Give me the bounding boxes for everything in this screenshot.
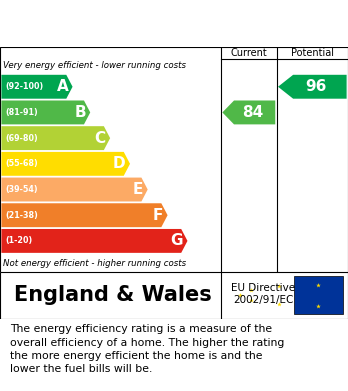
Text: (1-20): (1-20) [5, 237, 32, 246]
Polygon shape [278, 75, 347, 99]
Polygon shape [1, 126, 110, 150]
Polygon shape [1, 100, 90, 124]
Text: Current: Current [230, 48, 267, 58]
Text: (69-80): (69-80) [5, 134, 38, 143]
Polygon shape [1, 229, 188, 253]
Text: England & Wales: England & Wales [14, 285, 212, 305]
Text: Potential: Potential [291, 48, 334, 58]
Bar [294, 276, 343, 314]
Text: 96: 96 [305, 79, 326, 94]
Text: 84: 84 [242, 105, 263, 120]
Text: G: G [171, 233, 183, 248]
Text: B: B [74, 105, 86, 120]
Polygon shape [1, 152, 130, 176]
Polygon shape [1, 75, 72, 99]
Text: F: F [153, 208, 163, 223]
Text: C: C [95, 131, 106, 145]
Polygon shape [1, 178, 148, 201]
Text: (92-100): (92-100) [5, 82, 44, 91]
Polygon shape [1, 203, 168, 227]
Text: (55-68): (55-68) [5, 159, 38, 169]
Polygon shape [222, 100, 275, 124]
Text: E: E [133, 182, 143, 197]
Text: Very energy efficient - lower running costs: Very energy efficient - lower running co… [3, 61, 187, 70]
Text: (39-54): (39-54) [5, 185, 38, 194]
Text: Not energy efficient - higher running costs: Not energy efficient - higher running co… [3, 259, 187, 268]
Text: A: A [56, 79, 68, 94]
Text: Energy Efficiency Rating: Energy Efficiency Rating [14, 15, 262, 33]
Text: The energy efficiency rating is a measure of the
overall efficiency of a home. T: The energy efficiency rating is a measur… [10, 325, 285, 374]
Text: (21-38): (21-38) [5, 211, 38, 220]
Text: (81-91): (81-91) [5, 108, 38, 117]
Text: D: D [113, 156, 126, 171]
Text: EU Directive
2002/91/EC: EU Directive 2002/91/EC [231, 283, 295, 305]
